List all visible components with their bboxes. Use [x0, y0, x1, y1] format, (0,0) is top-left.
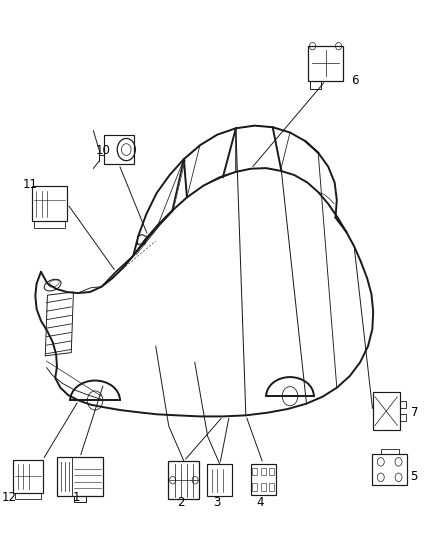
Bar	[207, 464, 233, 496]
Bar	[399, 401, 406, 408]
Text: 7: 7	[411, 406, 419, 419]
Bar	[168, 461, 199, 499]
Text: 12: 12	[2, 491, 17, 504]
Bar	[381, 449, 399, 454]
Bar	[104, 135, 134, 164]
Bar	[308, 46, 343, 80]
Bar	[74, 496, 85, 502]
Bar	[269, 483, 274, 490]
Text: 11: 11	[23, 177, 38, 191]
Bar	[13, 460, 42, 493]
Text: 2: 2	[177, 496, 184, 509]
Bar	[252, 468, 258, 475]
Bar	[15, 493, 40, 499]
Text: 10: 10	[95, 144, 110, 157]
Bar	[373, 392, 399, 430]
Bar	[34, 221, 65, 229]
Bar	[372, 454, 407, 485]
Text: 4: 4	[256, 496, 263, 509]
Bar	[311, 80, 321, 89]
Bar	[32, 187, 67, 221]
Bar	[57, 457, 102, 496]
Text: 5: 5	[410, 470, 417, 483]
Bar	[251, 464, 276, 495]
Bar	[399, 414, 406, 421]
Text: 1: 1	[73, 491, 81, 504]
Bar	[269, 468, 274, 475]
Bar	[261, 468, 266, 475]
Text: 3: 3	[214, 496, 221, 509]
Bar	[261, 483, 266, 490]
Bar	[252, 483, 258, 490]
Text: 6: 6	[351, 74, 359, 87]
